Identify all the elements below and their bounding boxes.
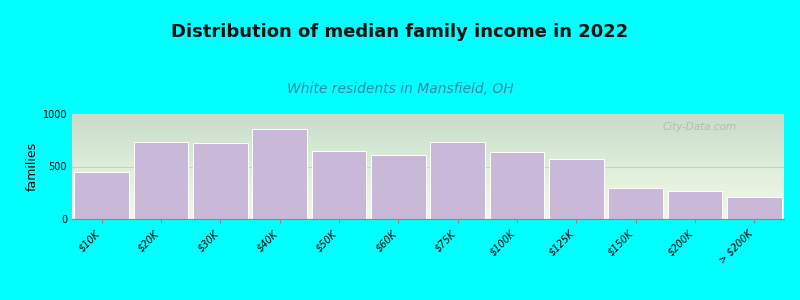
Bar bbox=[430, 142, 485, 219]
Text: White residents in Mansfield, OH: White residents in Mansfield, OH bbox=[286, 82, 514, 96]
Bar bbox=[668, 191, 722, 219]
Bar bbox=[608, 188, 663, 219]
Bar bbox=[490, 152, 544, 219]
Bar bbox=[312, 151, 366, 219]
Text: Distribution of median family income in 2022: Distribution of median family income in … bbox=[171, 23, 629, 41]
Bar bbox=[74, 172, 129, 219]
Bar bbox=[727, 197, 782, 219]
Bar bbox=[549, 159, 604, 219]
Bar bbox=[371, 155, 426, 219]
Bar bbox=[252, 129, 307, 219]
Bar bbox=[193, 143, 248, 219]
Bar bbox=[134, 142, 188, 219]
Text: City-Data.com: City-Data.com bbox=[663, 122, 737, 132]
Y-axis label: families: families bbox=[26, 142, 38, 191]
